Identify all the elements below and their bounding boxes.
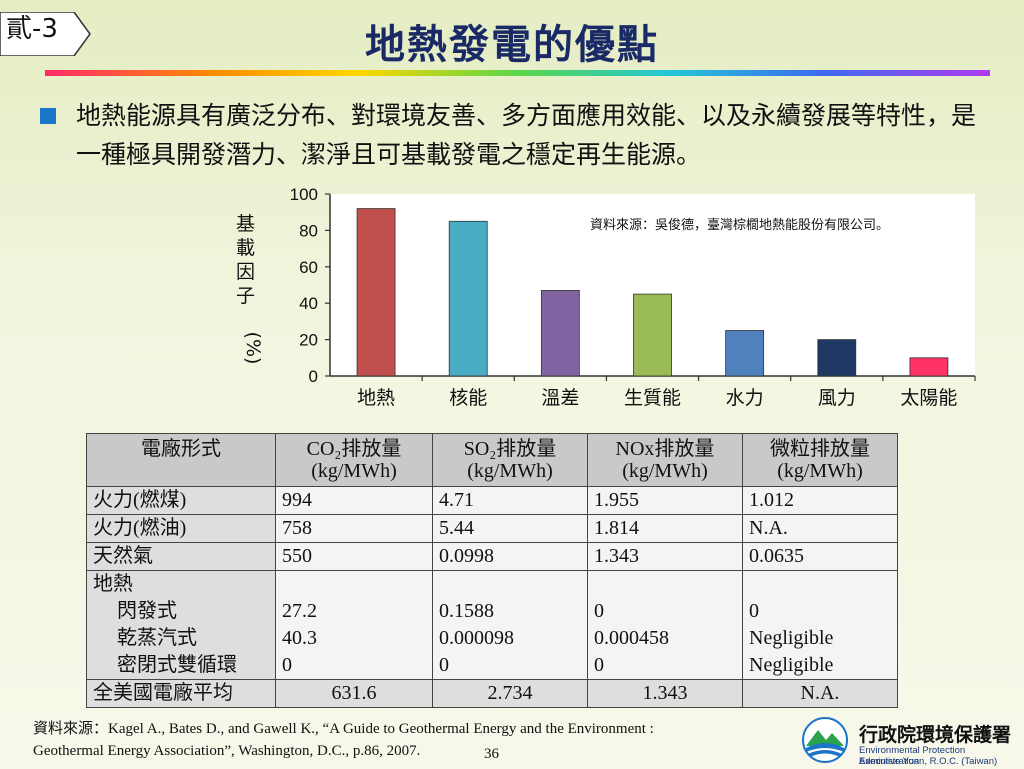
table-cell: 1.814 (587, 514, 743, 543)
cell-value: 0 (594, 654, 604, 676)
x-tick-label: 溫差 (541, 387, 579, 409)
footer-source-line: 資料來源：Kagel A., Bates D., and Gawell K., … (33, 721, 654, 737)
y-tick-label: 80 (299, 221, 318, 240)
x-tick-label: 核能 (449, 387, 487, 409)
y-tick-label: 20 (299, 331, 318, 350)
table-cell: 2.734 (432, 679, 588, 708)
table-cell: 4.71 (432, 486, 588, 515)
geothermal-group-label: 地熱 (93, 573, 133, 595)
bullet-square-icon (40, 108, 56, 124)
bar (540, 290, 580, 377)
chart-source-note: 資料來源：吳俊德，臺灣棕櫚地熱能股份有限公司。 (590, 218, 890, 233)
cell-value: 0 (594, 600, 604, 622)
table-cell: 火力(燃油) (86, 514, 276, 543)
y-axis-label-char: 載 (236, 237, 255, 259)
table-cell: 0.0998 (432, 542, 588, 571)
slide-title: 地熱發電的優點 (365, 22, 659, 68)
table-cell: 631.6 (275, 679, 433, 708)
table-cell: 地熱 閃發式 乾蒸汽式 密閉式雙循環 (86, 570, 276, 680)
table-cell: 758 (275, 514, 433, 543)
cell-value: 0.000098 (439, 627, 514, 649)
table-cell: 1.343 (587, 679, 743, 708)
emissions-table: 電廠形式 CO₂排放量 (kg/MWh) SO₂排放量 (kg/MWh) NOx排放… (86, 433, 898, 708)
org-name-en: Environmental Protection Administration (859, 745, 966, 767)
page-number: 36 (484, 746, 499, 762)
table-row: 天然氣 550 0.0998 1.343 0.0635 (86, 542, 898, 571)
table-cell: 550 (275, 542, 433, 571)
x-tick-label: 風力 (818, 387, 856, 409)
table-cell: N.A. (742, 679, 898, 708)
y-tick-label: 60 (299, 258, 318, 277)
bullet-text: 地熱能源具有廣泛分布、對環境友善、多方面應用效能、以及永續發展等特性，是一種極具… (76, 101, 977, 169)
table-header: NOx排放量 (kg/MWh) (587, 433, 743, 487)
table-cell: 0 0.000458 0 (587, 570, 743, 680)
table-header-row: 電廠形式 CO₂排放量 (kg/MWh) SO₂排放量 (kg/MWh) NOx排放… (86, 433, 898, 487)
y-tick-label: 100 (290, 185, 318, 204)
y-axis-label-char: 基 (236, 213, 255, 235)
bar (448, 220, 488, 377)
table-cell: 0 Negligible Negligible (742, 570, 898, 680)
cell-value: Negligible (749, 627, 834, 649)
x-tick-label: 太陽能 (900, 387, 957, 409)
cell-value: 0 (282, 654, 292, 676)
y-tick-label: 0 (309, 367, 318, 386)
table-cell: 27.2 40.3 0 (275, 570, 433, 680)
cell-value: 0 (439, 654, 449, 676)
org-name-en: Executive Yuan, R.O.C. (Taiwan) (859, 756, 998, 767)
geothermal-subtype: 密閉式雙循環 (117, 654, 237, 676)
cell-value: 0.1588 (439, 600, 494, 622)
y-axis-label-char: 子 (236, 285, 255, 307)
y-tick-label: 40 (299, 294, 318, 313)
footer-source-line: Geothermal Energy Association”, Washingt… (33, 743, 421, 759)
table-header: 電廠形式 (86, 433, 276, 487)
section-tag: 貳-3 (6, 14, 58, 44)
table-row: 火力(燃煤) 994 4.71 1.955 1.012 (86, 486, 898, 515)
section-tag-shape (0, 12, 91, 56)
cell-value: 0 (749, 600, 759, 622)
table-cell: 0.0635 (742, 542, 898, 571)
cell-value: 40.3 (282, 627, 317, 649)
footer-source: 資料來源：Kagel A., Bates D., and Gawell K., … (33, 718, 793, 762)
table-row-geothermal: 地熱 閃發式 乾蒸汽式 密閉式雙循環 27.2 40.3 0 0.1588 0.… (86, 570, 898, 680)
table-cell: 1.343 (587, 542, 743, 571)
y-axis-label-unit: (%) (242, 332, 264, 365)
cell-value: Negligible (749, 654, 834, 676)
x-tick-label: 地熱 (357, 387, 395, 409)
table-header: CO₂排放量 (kg/MWh) (275, 433, 433, 487)
geothermal-subtype: 乾蒸汽式 (117, 627, 197, 649)
geothermal-subtype: 閃發式 (117, 600, 177, 622)
bar (817, 339, 857, 377)
table-row-average: 全美國電廠平均 631.6 2.734 1.343 N.A. (86, 679, 898, 708)
table-cell: 994 (275, 486, 433, 515)
bar (725, 330, 765, 377)
bar (909, 357, 949, 377)
base-load-chart: 基 載 因 子 (%) 0 20 40 60 80 100 地熱 核能 溫差 生質能 水力 風力 太陽能 (236, 185, 976, 409)
table-cell: N.A. (742, 514, 898, 543)
table-header: SO₂排放量 (kg/MWh) (432, 433, 588, 487)
y-axis-label-char: 因 (236, 261, 255, 283)
table-cell: 全美國電廠平均 (86, 679, 276, 708)
title-divider (45, 70, 990, 76)
epa-logo-icon (802, 717, 848, 763)
table-row: 火力(燃油) 758 5.44 1.814 N.A. (86, 514, 898, 543)
org-name-zh: 行政院環境保護署 (859, 724, 1012, 746)
table-cell: 1.955 (587, 486, 743, 515)
cell-value: 0.000458 (594, 627, 669, 649)
table-cell: 天然氣 (86, 542, 276, 571)
table-cell: 5.44 (432, 514, 588, 543)
x-tick-label: 水力 (726, 387, 764, 409)
table-cell: 0.1588 0.000098 0 (432, 570, 588, 680)
table-cell: 火力(燃煤) (86, 486, 276, 515)
table-header: 微粒排放量 (kg/MWh) (742, 433, 898, 487)
bar (356, 208, 396, 377)
table-cell: 1.012 (742, 486, 898, 515)
bar (633, 293, 672, 377)
cell-value: 27.2 (282, 600, 317, 622)
x-tick-label: 生質能 (624, 387, 681, 409)
